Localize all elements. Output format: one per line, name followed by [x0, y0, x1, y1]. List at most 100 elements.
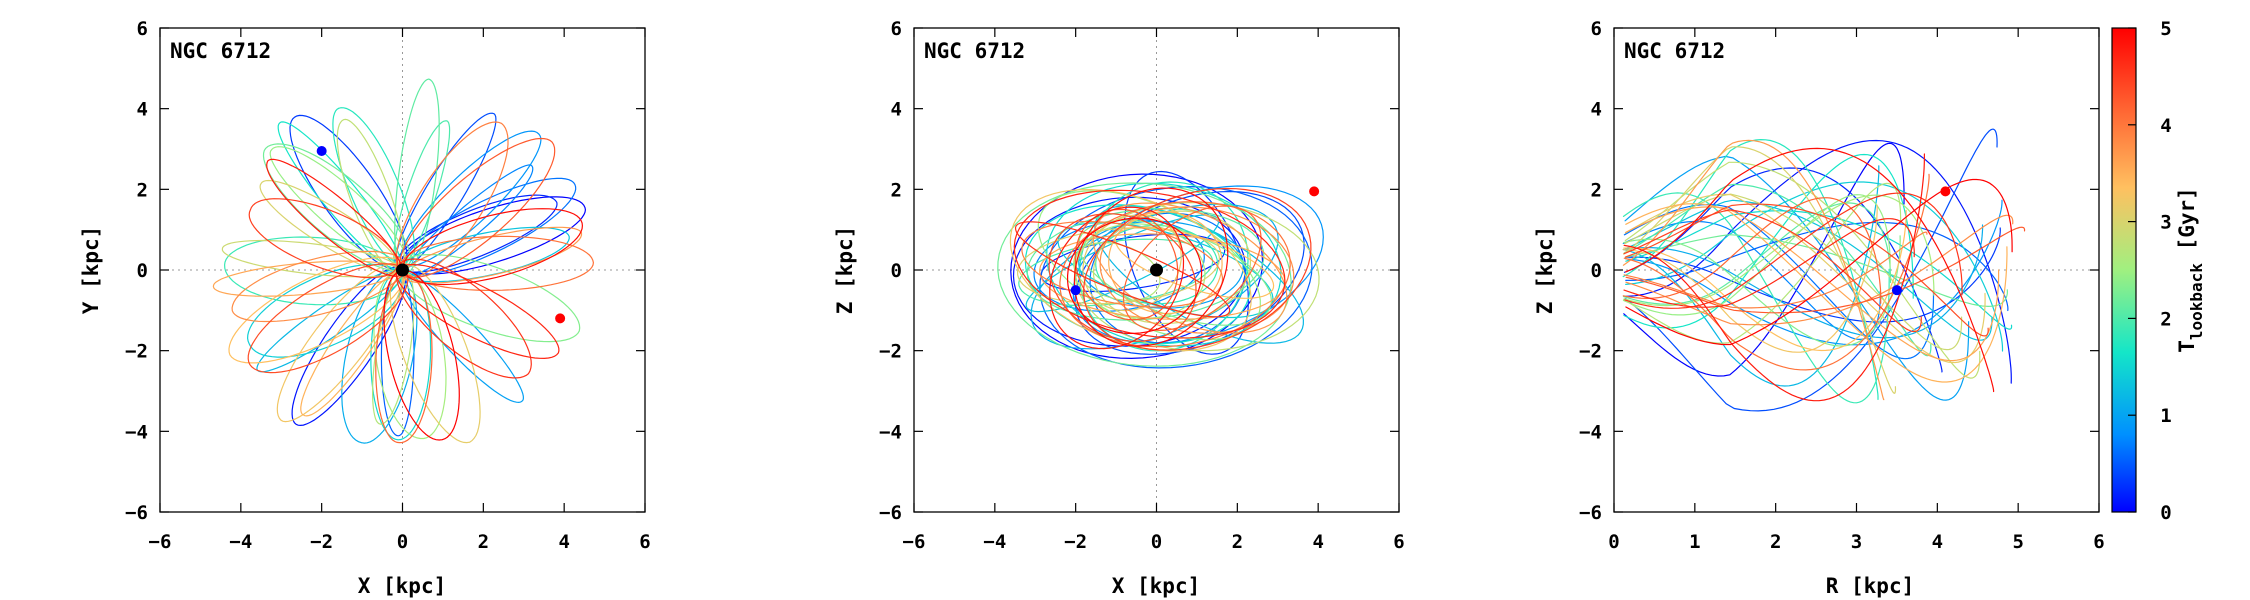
x-tick-label: −2 — [1064, 531, 1087, 553]
orbit-segment — [1073, 187, 1229, 347]
orbit-segment — [1099, 206, 1295, 334]
orbit-segment — [1624, 199, 1993, 341]
y-tick-label: 4 — [1591, 99, 1602, 121]
colorbar-tick-label: 4 — [2160, 115, 2171, 137]
current-position-marker — [1891, 285, 1902, 296]
colorbar-tick-label: 3 — [2160, 212, 2171, 234]
panel-xy: NGC 6712 X [kpc] Y [kpc] −6 −4 −2 0 2 4 6 −6 −4 −… — [79, 18, 651, 598]
orbit-segment — [1625, 210, 2013, 330]
orbit-segment — [1623, 203, 1935, 360]
panel-title: NGC 6712 — [170, 39, 271, 63]
orbit-segment — [1092, 202, 1288, 334]
orbit-segment — [1039, 185, 1313, 369]
orbit-segment — [1108, 211, 1223, 315]
orbit-segment — [1625, 178, 2013, 346]
x-tick-label: −4 — [983, 531, 1006, 553]
x-tick-label: 2 — [1770, 531, 1781, 553]
orbit-trajectory — [1622, 128, 2026, 412]
orbit-segment — [1013, 189, 1286, 339]
x-tick-label: 4 — [1932, 531, 1943, 553]
y-tick-label: −6 — [879, 502, 902, 524]
y-tick-label: −2 — [125, 341, 148, 363]
orbit-segment — [1622, 204, 1878, 353]
y-axis-label: Z [kpc] — [1533, 226, 1557, 315]
orbit-segment — [1622, 197, 1882, 304]
orbit-segment — [1078, 219, 1273, 326]
y-tick-label: −2 — [879, 341, 902, 363]
orbit-segment — [1093, 210, 1251, 325]
x-tick-label: 2 — [478, 531, 489, 553]
orbit-segment — [1021, 220, 1224, 308]
orbit-segment — [1623, 153, 1925, 402]
y-tick-label: 4 — [137, 99, 148, 121]
orbit-segment — [1095, 224, 1219, 305]
x-axis-label: X [kpc] — [1112, 574, 1201, 598]
orbit-segment — [1059, 201, 1291, 348]
orbit-segment — [1623, 173, 1930, 371]
orbit-segment — [1074, 190, 1305, 355]
orbit-segment — [1623, 142, 1905, 377]
orbit-segment — [1624, 192, 1963, 309]
x-axis-label: X [kpc] — [358, 574, 447, 598]
x-tick-label: 6 — [639, 531, 650, 553]
current-position-marker — [1070, 285, 1081, 296]
colorbar-tick-label: 5 — [2160, 18, 2171, 40]
orbit-segment — [1048, 213, 1197, 342]
orbit-segment — [1026, 207, 1265, 321]
x-tick-label: 2 — [1232, 531, 1243, 553]
y-tick-label: −4 — [879, 421, 902, 443]
orbit-segment — [1623, 209, 1922, 333]
x-tick-label: −4 — [229, 531, 252, 553]
panel-rz: NGC 6712 R [kpc] Z [kpc] 0 1 2 3 4 5 6 −6 −4 −2 0 2… — [1533, 18, 2105, 598]
orbit-segment — [1014, 221, 1231, 318]
orbit-segment — [1625, 221, 2009, 312]
colorbar-tick-label: 2 — [2160, 308, 2171, 330]
orbit-segment — [1624, 203, 1989, 337]
x-tick-label: 4 — [558, 531, 569, 553]
x-tick-label: −6 — [903, 531, 926, 553]
x-axis-label: R [kpc] — [1826, 574, 1915, 598]
orbit-segment — [266, 158, 404, 277]
colorbar: Tlookback [Gyr] 0 1 2 3 4 5 — [2111, 18, 2206, 524]
orbit-trajectory — [212, 78, 594, 444]
orbit-segment — [1083, 187, 1312, 351]
colorbar-tick-label: 0 — [2160, 502, 2171, 524]
orbit-segment — [1037, 190, 1261, 341]
orbit-segment — [1018, 238, 1214, 307]
orbit-segment — [1623, 146, 1897, 394]
x-tick-label: −2 — [310, 531, 333, 553]
start-position-marker — [1309, 186, 1320, 197]
y-tick-label: 6 — [1591, 18, 1602, 40]
x-tick-label: 6 — [1393, 531, 1404, 553]
orbit-segment — [405, 164, 534, 277]
orbit-segment — [1622, 165, 1880, 387]
orbit-segment — [1624, 193, 1986, 364]
x-tick-label: −6 — [149, 531, 172, 553]
orbit-segment — [1623, 235, 1901, 347]
orbit-segment — [1625, 147, 1995, 393]
orbit-segment — [1623, 231, 1928, 309]
y-tick-label: 6 — [891, 18, 902, 40]
y-tick-label: 2 — [1591, 179, 1602, 201]
x-tick-label: 1 — [1689, 531, 1700, 553]
orbit-segment — [1122, 205, 1262, 332]
y-tick-label: 6 — [137, 18, 148, 40]
panel-title: NGC 6712 — [924, 39, 1025, 63]
orbit-segment — [1073, 242, 1161, 301]
colorbar-gradient — [2111, 27, 2137, 513]
orbit-segment — [1625, 199, 2003, 346]
y-tick-label: −6 — [1579, 502, 1602, 524]
orbit-segment — [1623, 194, 1935, 307]
start-position-marker — [555, 313, 566, 324]
galactic-center-marker — [1150, 263, 1163, 277]
orbit-segment — [1625, 181, 2004, 352]
x-tick-label: 0 — [397, 531, 408, 553]
x-tick-label: 5 — [2012, 531, 2023, 553]
y-tick-label: 0 — [137, 260, 148, 282]
orbit-segment — [1067, 217, 1203, 334]
orbit-segment — [1625, 227, 2001, 323]
orbit-segment — [1123, 170, 1250, 355]
orbit-segment — [1622, 220, 1881, 340]
orbit-trajectory — [997, 170, 1324, 369]
orbit-segment — [1624, 161, 1981, 379]
